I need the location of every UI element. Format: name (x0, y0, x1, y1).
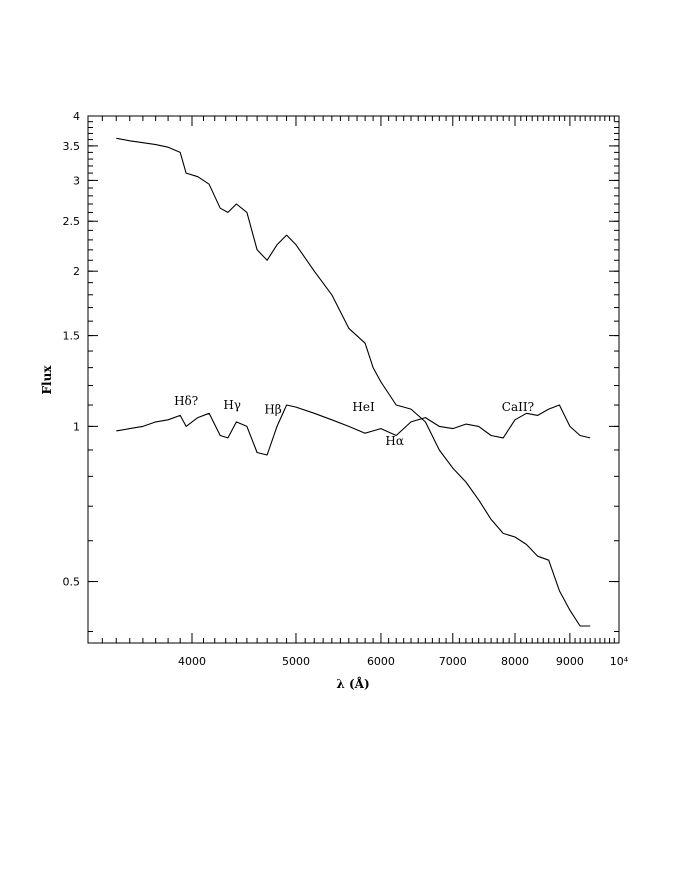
x-tick-label: 9000 (556, 655, 584, 668)
x-tick-label: 10⁴ (610, 655, 629, 668)
y-tick-label: 0.5 (63, 576, 81, 589)
series-line-2 (116, 404, 591, 456)
annotation-label: Hδ? (174, 394, 198, 408)
series-lines (116, 137, 591, 627)
x-axis-title: λ (Å) (336, 676, 369, 691)
annotation-label: HeI (352, 400, 375, 414)
x-tick-label: 6000 (367, 655, 395, 668)
axis-tick-labels: 4000 5000 6000 7000 8000 9000 10⁴ 4 3.5 3 2.5 2 1.5 1… (63, 110, 629, 668)
x-tick-label: 7000 (439, 655, 467, 668)
y-tick-label: 4 (73, 110, 80, 123)
x-tick-label: 8000 (501, 655, 529, 668)
y-tick-label: 3.5 (63, 140, 81, 153)
y-tick-label: 2.5 (63, 215, 81, 228)
y-tick-label: 3 (73, 174, 80, 187)
y-tick-label: 2 (73, 265, 80, 278)
annotation-label: Hα (385, 434, 404, 448)
y-axis-title: Flux (40, 365, 54, 395)
x-tick-label: 4000 (178, 655, 206, 668)
annotation-label: CaII? (502, 400, 534, 414)
plot-frame (87, 115, 620, 644)
y-tick-label: 1.5 (63, 330, 81, 343)
y-tick-label: 1 (73, 420, 80, 433)
axis-ticks (88, 115, 620, 643)
annotations: Hδ? Hγ Hβ HeI Hα CaII? (174, 394, 534, 448)
annotation-label: Hγ (223, 398, 241, 412)
series-line-1 (116, 137, 591, 627)
annotation-label: Hβ (264, 402, 281, 416)
x-tick-label: 5000 (282, 655, 310, 668)
